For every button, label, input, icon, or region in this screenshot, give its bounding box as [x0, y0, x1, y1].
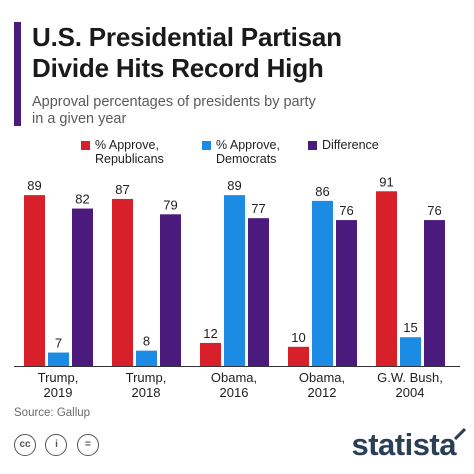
legend-label-democrats-line-1: % Approve,	[216, 138, 280, 152]
category-label-1-line-2: 2018	[132, 385, 161, 400]
title-line-1: U.S. Presidential Partisan	[32, 22, 342, 52]
statista-logo-swoosh-icon	[454, 428, 466, 440]
chart-legend: % Approve, Republicans % Approve, Democr…	[0, 138, 474, 172]
category-label-2-line-1: Obama,	[211, 370, 257, 385]
bar-difference-2	[248, 218, 269, 366]
data-label-republicans-0: 89	[27, 178, 41, 193]
bar-difference-4	[424, 220, 445, 366]
data-label-difference-2: 77	[251, 201, 265, 216]
bar-democrats-4	[400, 337, 421, 366]
bar-republicans-4	[376, 191, 397, 366]
data-label-democrats-3: 86	[315, 184, 329, 199]
bar-difference-3	[336, 220, 357, 366]
bar-difference-1	[160, 214, 181, 366]
subtitle-line-1: Approval percentages of presidents by pa…	[32, 94, 316, 110]
data-label-republicans-2: 12	[203, 326, 217, 341]
legend-label-difference: Difference	[322, 138, 379, 152]
data-label-difference-3: 76	[339, 203, 353, 218]
legend-swatch-difference	[308, 141, 317, 150]
legend-label-republicans-line-1: % Approve,	[95, 138, 159, 152]
data-label-difference-1: 79	[163, 197, 177, 212]
subtitle-line-2: in a given year	[32, 111, 127, 127]
bar-republicans-1	[112, 198, 133, 366]
bar-difference-0	[72, 208, 93, 366]
legend-label-republicans-line-2: Republicans	[95, 152, 164, 166]
chart-subtitle: Approval percentages of presidents by pa…	[32, 94, 432, 128]
category-label-2-line-2: 2016	[220, 385, 249, 400]
bar-democrats-3	[312, 200, 333, 366]
legend-item-democrats: % Approve, Democrats	[202, 138, 280, 166]
data-label-difference-0: 82	[75, 192, 89, 207]
data-label-democrats-4: 15	[403, 320, 417, 335]
legend-label-democrats-line-2: Democrats	[216, 152, 277, 166]
cc-icon: cc	[14, 434, 36, 456]
legend-swatch-democrats	[202, 141, 211, 150]
bar-republicans-3	[288, 346, 309, 366]
by-icon: i	[45, 434, 68, 456]
category-label-0-line-1: Trump,	[38, 370, 79, 385]
legend-item-republicans: % Approve, Republicans	[81, 138, 164, 166]
title-line-2: Divide Hits Record High	[32, 53, 324, 83]
statista-logo: statista	[351, 427, 456, 462]
category-label-4-line-1: G.W. Bush,	[377, 370, 443, 385]
data-label-democrats-0: 7	[55, 336, 62, 351]
data-label-democrats-2: 89	[227, 178, 241, 193]
bar-democrats-0	[48, 352, 69, 366]
bar-republicans-0	[24, 195, 45, 366]
bar-democrats-1	[136, 350, 157, 366]
license-icons: cc i =	[14, 434, 104, 458]
chart-title: U.S. Presidential Partisan Divide Hits R…	[32, 22, 462, 84]
data-label-difference-4: 76	[427, 203, 441, 218]
legend-item-difference: Difference	[308, 138, 379, 152]
equals-icon: =	[76, 434, 99, 456]
legend-swatch-republicans	[81, 141, 90, 150]
category-label-3-line-2: 2012	[308, 385, 337, 400]
data-label-republicans-4: 91	[379, 174, 393, 189]
data-label-republicans-3: 10	[291, 330, 305, 345]
title-accent-bar	[14, 22, 21, 126]
data-label-democrats-1: 8	[143, 334, 150, 349]
source-note: Source: Gallup	[14, 407, 91, 419]
category-label-1-line-1: Trump,	[126, 370, 167, 385]
category-label-4-line-2: 2004	[396, 385, 425, 400]
category-label-0-line-2: 2019	[44, 385, 73, 400]
data-label-republicans-1: 87	[115, 182, 129, 197]
bar-democrats-2	[224, 195, 245, 366]
category-label-3-line-1: Obama,	[299, 370, 345, 385]
bar-republicans-2	[200, 342, 221, 366]
